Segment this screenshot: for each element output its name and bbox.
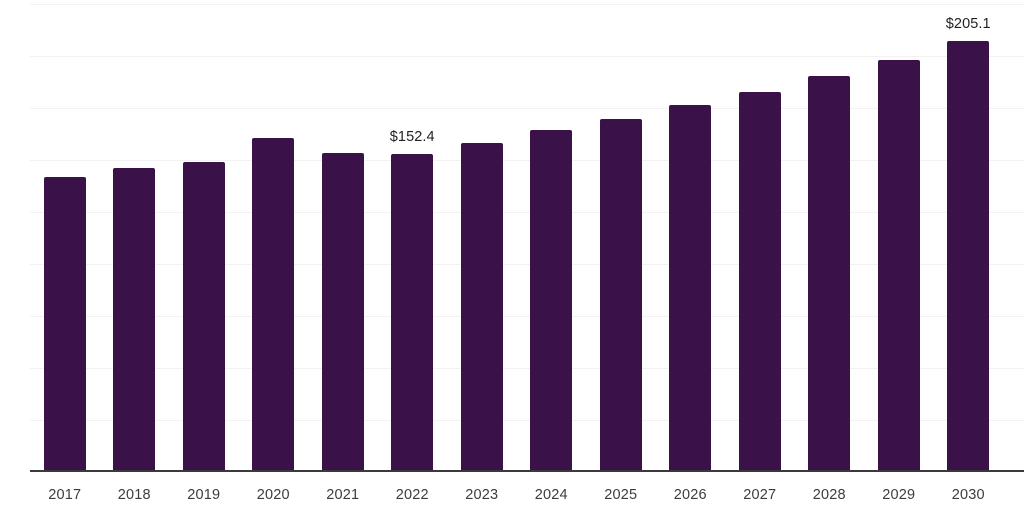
- bar-group-2025[interactable]: [586, 0, 656, 470]
- x-tick-2017: 2017: [48, 487, 82, 503]
- x-tick-2030: 2030: [951, 487, 985, 503]
- bar-2029[interactable]: [877, 60, 920, 470]
- gridline: [30, 316, 1024, 317]
- bar-group-2027[interactable]: [725, 0, 795, 470]
- bar-group-2020[interactable]: [239, 0, 309, 470]
- x-tick-2028: 2028: [812, 487, 846, 503]
- bar-2019[interactable]: [182, 162, 225, 470]
- bar-2022[interactable]: [391, 154, 433, 470]
- bar-group-2028[interactable]: [795, 0, 865, 470]
- bar-group-2022[interactable]: $152.4: [378, 0, 448, 470]
- bar-2030[interactable]: [947, 41, 989, 470]
- x-tick-2020: 2020: [256, 487, 290, 503]
- x-tick-2026: 2026: [673, 487, 707, 503]
- bar-2018[interactable]: [113, 168, 155, 470]
- gridline: [30, 108, 1024, 109]
- x-tick-2025: 2025: [604, 487, 638, 503]
- bar-group-2021[interactable]: [308, 0, 378, 470]
- gridline: [30, 56, 1024, 57]
- gridline: [30, 368, 1024, 369]
- bar-value-label-2030: $205.1: [945, 16, 991, 32]
- x-tick-2018: 2018: [117, 487, 151, 503]
- bar-group-2026[interactable]: [656, 0, 726, 470]
- bar-2027[interactable]: [738, 92, 781, 470]
- bars-layer: $152.4 $205.1: [30, 0, 1004, 470]
- bar-2023[interactable]: [460, 143, 503, 470]
- x-tick-2019: 2019: [187, 487, 221, 503]
- x-tick-2024: 2024: [534, 487, 568, 503]
- x-tick-2021: 2021: [326, 487, 360, 503]
- bar-group-2019[interactable]: [169, 0, 239, 470]
- x-tick-2022: 2022: [395, 487, 429, 503]
- bar-group-2029[interactable]: [864, 0, 934, 470]
- bar-2026[interactable]: [669, 105, 711, 470]
- bar-group-2023[interactable]: [447, 0, 517, 470]
- gridline: [30, 212, 1024, 213]
- bar-2028[interactable]: [808, 76, 850, 470]
- gridline: [30, 264, 1024, 265]
- x-tick-2029: 2029: [882, 487, 916, 503]
- bar-group-2018[interactable]: [100, 0, 170, 470]
- bar-group-2017[interactable]: [30, 0, 100, 470]
- bar-2025[interactable]: [599, 119, 642, 470]
- x-axis-tick-labels: 2017 2018 2019 2020 2021 2022 2023 2024 2025 2026…: [0, 472, 1024, 512]
- plot-area: [30, 4, 1024, 421]
- x-tick-2027: 2027: [743, 487, 777, 503]
- bar-2020[interactable]: [252, 138, 294, 470]
- bar-group-2024[interactable]: [517, 0, 587, 470]
- gridline: [30, 420, 1024, 421]
- bar-group-2030[interactable]: $205.1: [934, 0, 1004, 470]
- bar-2021[interactable]: [321, 153, 364, 470]
- gridline: [30, 160, 1024, 161]
- x-axis-line: [30, 470, 1024, 472]
- bar-2017[interactable]: [43, 177, 86, 470]
- bar-value-label-2022: $152.4: [389, 129, 435, 145]
- gridline: [30, 4, 1024, 5]
- bar-2024[interactable]: [530, 130, 572, 470]
- x-tick-2023: 2023: [465, 487, 499, 503]
